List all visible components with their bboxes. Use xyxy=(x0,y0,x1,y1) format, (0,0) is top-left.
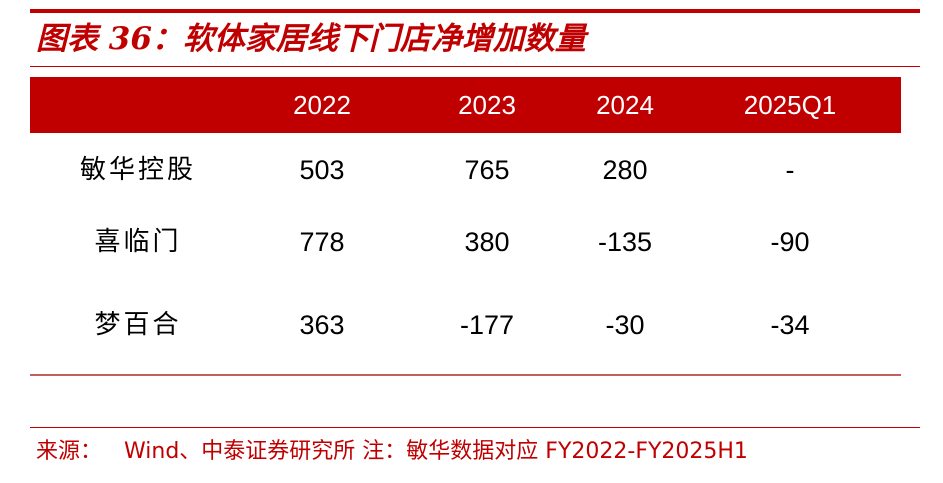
column-header-2024: 2024 xyxy=(596,90,654,120)
table-cell: - xyxy=(785,155,795,185)
source-note: 来源： Wind、中泰证券研究所 注：敏华数据对应 FY2022-FY2025H1 xyxy=(36,436,748,468)
table-cell: 280 xyxy=(602,155,648,185)
source-text: Wind、中泰证券研究所 注：敏华数据对应 FY2022-FY2025H1 xyxy=(124,439,748,464)
source-label: 来源： xyxy=(36,439,103,464)
table-cell: 503 xyxy=(299,155,345,185)
table-cell: -177 xyxy=(459,310,515,340)
table-cell: -135 xyxy=(597,227,653,257)
column-header-2023: 2023 xyxy=(458,90,516,120)
table-cell: -90 xyxy=(770,227,810,257)
row-label: 喜临门 xyxy=(94,227,182,257)
table-cell: -34 xyxy=(770,310,810,340)
table-cell: 765 xyxy=(464,155,510,185)
table-header-band xyxy=(30,77,901,133)
title-rule xyxy=(30,66,920,67)
table-cell: -30 xyxy=(605,310,645,340)
top-rule xyxy=(30,9,920,13)
table-bottom-rule xyxy=(30,374,901,376)
table-cell: 363 xyxy=(299,310,345,340)
row-label: 敏华控股 xyxy=(79,155,196,185)
chart-title: 图表 36：软体家居线下门店净增加数量 xyxy=(36,21,586,57)
source-rule xyxy=(30,427,920,428)
table-cell: 778 xyxy=(299,227,345,257)
column-header-2025q1: 2025Q1 xyxy=(743,90,837,120)
table-cell: 380 xyxy=(464,227,510,257)
row-label: 梦百合 xyxy=(94,310,182,340)
column-header-2022: 2022 xyxy=(293,90,351,120)
